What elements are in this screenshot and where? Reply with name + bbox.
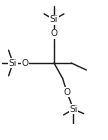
Text: Si: Si [69,105,78,114]
Text: O: O [51,29,57,38]
Text: O: O [21,59,28,67]
Text: Si: Si [50,15,58,24]
Text: Si: Si [9,59,17,67]
Text: O: O [64,88,70,97]
